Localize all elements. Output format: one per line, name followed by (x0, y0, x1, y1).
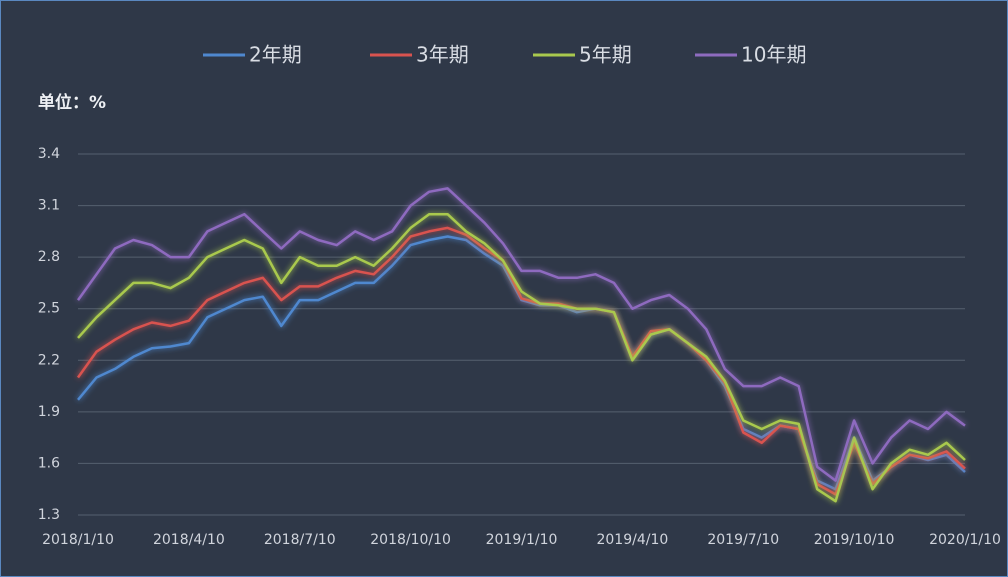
y-tick-label: 2.2 (38, 352, 60, 368)
x-tick-label: 2018/1/10 (42, 532, 114, 548)
y-tick-label: 1.6 (38, 455, 60, 471)
y-tick-label: 3.1 (38, 198, 60, 214)
y-tick-label: 1.9 (38, 404, 60, 420)
x-tick-label: 2018/10/10 (370, 532, 451, 548)
y-tick-label: 1.3 (38, 507, 60, 523)
y-tick-label: 3.4 (38, 146, 60, 162)
legend-label: 10年期 (741, 43, 806, 67)
series-line (76, 226, 966, 496)
x-tick-label: 2019/7/10 (707, 532, 779, 548)
y-tick-label: 2.8 (38, 249, 60, 265)
series-line (76, 187, 966, 482)
y-tick-label: 2.5 (38, 301, 60, 317)
series-line (77, 212, 966, 503)
x-tick-label: 2019/4/10 (596, 532, 668, 548)
x-tick-label: 2019/10/10 (814, 532, 895, 548)
x-tick-label: 2019/1/10 (486, 532, 558, 548)
unit-label: 单位：% (38, 92, 106, 113)
legend-label: 2年期 (249, 43, 302, 67)
x-tick-label: 2020/1/10 (929, 532, 1001, 548)
legend-label: 3年期 (416, 43, 469, 67)
x-tick-label: 2018/4/10 (153, 532, 225, 548)
legend-label: 5年期 (579, 43, 632, 67)
x-tick-label: 2018/7/10 (264, 532, 336, 548)
